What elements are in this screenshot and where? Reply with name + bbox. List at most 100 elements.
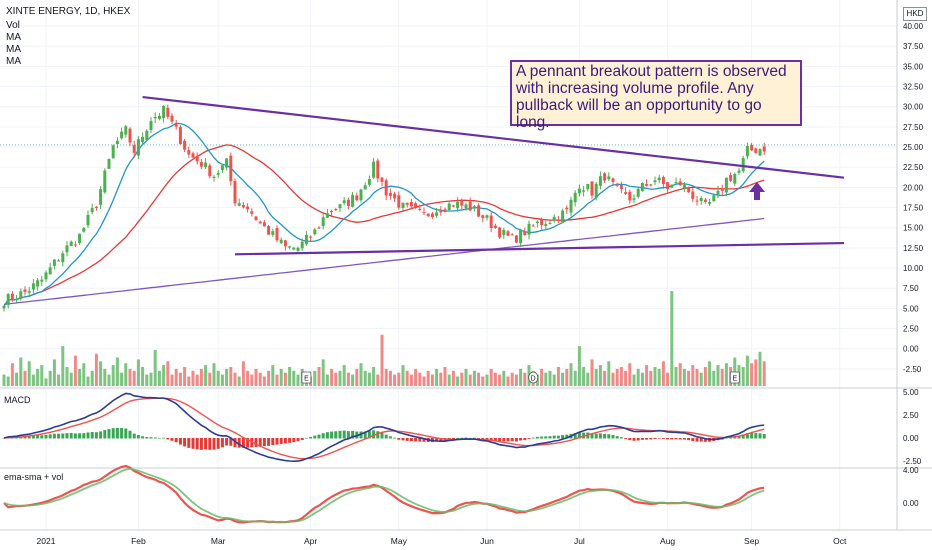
volume-bar — [645, 365, 649, 386]
event-label: D — [531, 376, 536, 383]
volume-bar — [279, 368, 283, 386]
candle-body — [519, 229, 523, 244]
volume-bar — [540, 368, 544, 386]
candle-body — [61, 253, 65, 263]
price-axis[interactable]: 40.00 37.50 35.00 32.50 30.00 27.50 25.00 22.50… — [903, 22, 924, 508]
ma-legend-2[interactable]: MA — [6, 44, 21, 55]
volume-bar — [246, 370, 250, 386]
candle-body — [586, 183, 590, 190]
volume-bar — [502, 370, 506, 386]
volume-bar — [653, 367, 657, 386]
candle-body — [405, 202, 409, 205]
ema-sma-line-red — [3, 464, 765, 524]
volume-bar — [128, 368, 132, 386]
volume-bar — [195, 374, 199, 386]
price-tick-label: 32.50 — [903, 83, 924, 92]
macd-histogram-bar — [468, 437, 472, 439]
candle-body — [99, 189, 103, 205]
macd-histogram-bar — [632, 438, 636, 441]
macd-label[interactable]: MACD — [4, 395, 31, 405]
candle-body — [208, 165, 212, 177]
price-tick-label: 15.00 — [903, 224, 924, 233]
volume-bar — [586, 372, 590, 386]
macd-histogram-bar — [544, 436, 548, 439]
candle-body — [107, 159, 111, 169]
macd-histogram-bar — [506, 438, 510, 442]
volume-bar — [703, 367, 707, 386]
macd-histogram-bar — [258, 438, 262, 447]
volume-bar — [355, 368, 359, 386]
volume-bar — [489, 368, 493, 386]
candle-body — [128, 128, 132, 143]
candle-body — [384, 180, 388, 196]
volume-bar — [10, 363, 14, 386]
candle-body — [447, 203, 451, 210]
volume-bar — [724, 363, 728, 386]
vol-legend[interactable]: Vol — [6, 20, 20, 31]
candle-body — [90, 208, 94, 213]
macd-histogram-bar — [199, 438, 203, 450]
candle-body — [279, 239, 283, 244]
candle-body — [762, 146, 766, 152]
candle-body — [670, 184, 674, 188]
volume-bar — [687, 370, 691, 386]
candle-body — [506, 231, 510, 236]
candle-body — [661, 177, 665, 185]
ma-legend-1[interactable]: MA — [6, 32, 21, 43]
candle-body — [666, 182, 670, 190]
volume-bar — [23, 370, 27, 386]
macd-histogram-bar — [678, 438, 682, 440]
macd-histogram-bar — [334, 431, 338, 439]
event-label: E — [304, 376, 309, 383]
candle-body — [296, 247, 300, 251]
candle-body — [577, 188, 581, 194]
volume-bar — [414, 368, 418, 386]
macd-histogram-bar — [703, 438, 707, 442]
candle-body — [380, 177, 384, 182]
candle-body — [598, 176, 602, 186]
volume-bar — [321, 359, 325, 386]
volume-bar — [708, 361, 712, 386]
volume-bar — [674, 367, 678, 386]
volume-bar — [283, 372, 287, 386]
macd-histogram-bar — [69, 432, 73, 439]
volume-bar — [754, 359, 758, 386]
annotation-note[interactable]: A pennant breakout pattern is observed w… — [510, 60, 802, 131]
macd-histogram-bar — [212, 438, 216, 450]
candle-body — [708, 202, 712, 204]
macd-histogram-bar — [86, 432, 90, 439]
volume-bar — [69, 372, 73, 386]
candle-body — [422, 212, 426, 214]
candle-body — [15, 298, 19, 300]
price-tick-label: 0.00 — [903, 345, 919, 354]
volume-bar — [262, 376, 266, 386]
candle-body — [2, 305, 6, 309]
macd-histogram-bar — [94, 432, 98, 439]
candle-body — [313, 229, 317, 235]
volume-bar — [603, 370, 607, 386]
volume-bar — [649, 370, 653, 386]
candle-body — [262, 222, 266, 227]
candle-body — [603, 173, 607, 181]
macd-histogram-bar — [195, 438, 199, 450]
price-tick-label: 20.00 — [903, 183, 924, 192]
candle-body — [464, 204, 468, 209]
candle-body — [246, 206, 250, 210]
ma-legend-3[interactable]: MA — [6, 56, 21, 67]
symbol-legend[interactable]: XINTE ENERGY, 1D, HKEX — [6, 6, 131, 17]
ema-sma-label[interactable]: ema-sma + vol — [4, 472, 64, 482]
volume-bar — [15, 372, 19, 386]
candle-body — [86, 214, 90, 226]
volume-bar — [153, 349, 157, 386]
volume-bar — [94, 353, 98, 386]
macd-histogram-bar — [405, 438, 409, 441]
candle-body — [565, 207, 569, 210]
macd-histogram-bar — [401, 438, 405, 441]
time-axis[interactable]: 2021 Feb Mar Apr May Jun Jul Aug Sep Oct — [37, 536, 848, 546]
ma-50-line — [3, 144, 765, 307]
volume-bar — [573, 370, 577, 386]
candle-body — [69, 241, 73, 246]
volume-bar — [183, 367, 187, 386]
candle-body — [582, 190, 586, 192]
